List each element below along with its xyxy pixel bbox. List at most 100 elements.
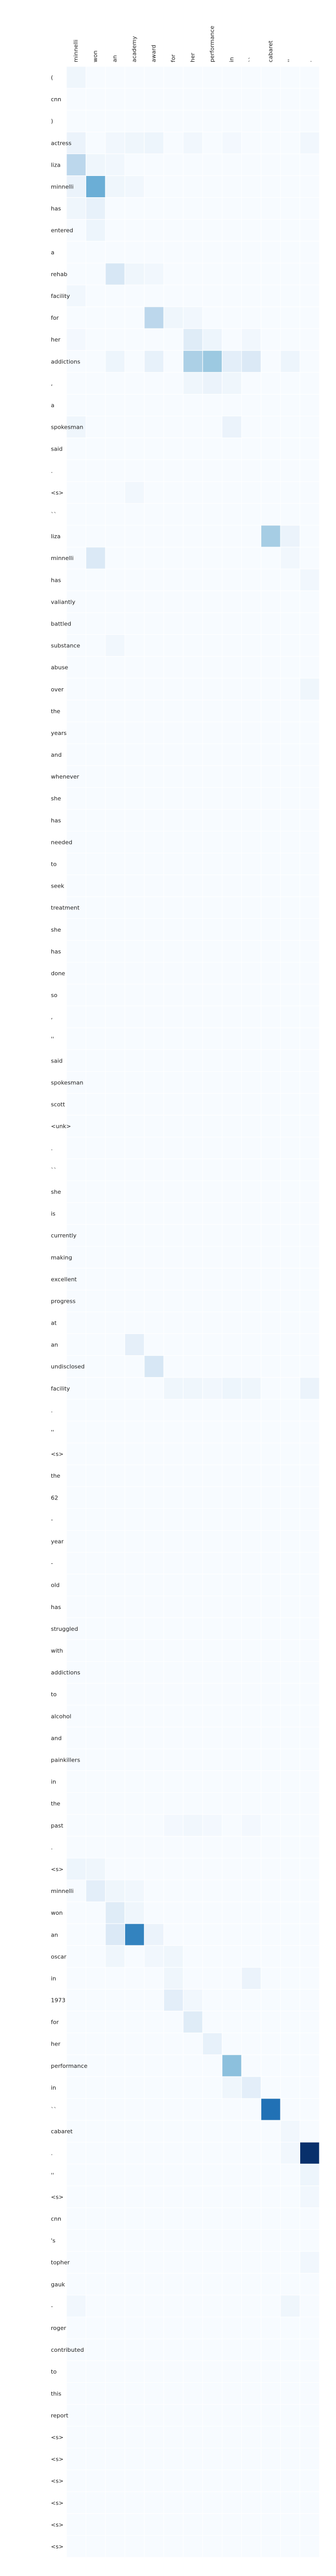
heatmap-cell (66, 656, 86, 679)
heatmap-cell (105, 1792, 125, 1815)
heatmap-cell (85, 1552, 106, 1575)
heatmap-cell (163, 875, 184, 897)
heatmap-cell (183, 2076, 203, 2099)
heatmap-cell (85, 2120, 106, 2143)
y-tick-label: 1973 (51, 1997, 65, 2004)
heatmap-cell (183, 1312, 203, 1334)
heatmap-cell (144, 1049, 164, 1072)
heatmap-cell (202, 1246, 223, 1269)
heatmap-cell (280, 2338, 301, 2361)
heatmap-cell (280, 2535, 301, 2558)
heatmap-cell (241, 2425, 262, 2449)
heatmap-cell (85, 1246, 106, 1269)
heatmap-cell (124, 1879, 145, 1902)
heatmap-cell (222, 393, 242, 417)
heatmap-cell (163, 2425, 184, 2449)
heatmap-cell (261, 1049, 281, 1072)
heatmap-cell (85, 525, 106, 548)
heatmap-cell (261, 416, 281, 439)
heatmap-cell (163, 2491, 184, 2514)
heatmap-cell (202, 2316, 223, 2339)
heatmap-cell (202, 2120, 223, 2143)
heatmap-cell (105, 1246, 125, 1269)
heatmap-cell (66, 2448, 86, 2471)
heatmap-cell (261, 918, 281, 941)
heatmap-cell (144, 2535, 164, 2558)
heatmap-cell (280, 2251, 301, 2274)
heatmap-cell (85, 2251, 106, 2274)
heatmap-cell (183, 2120, 203, 2143)
heatmap-cell (222, 1377, 242, 1400)
heatmap-cell (222, 2185, 242, 2208)
heatmap-cell (85, 1923, 106, 1946)
y-tick-label: an (51, 1931, 58, 1938)
heatmap-cell (280, 1224, 301, 1247)
y-tick-label: treatment (51, 905, 80, 911)
heatmap-cell (124, 1093, 145, 1116)
heatmap-cell (85, 284, 106, 307)
heatmap-cell (222, 1792, 242, 1815)
heatmap-cell (85, 1486, 106, 1509)
heatmap-cell (66, 503, 86, 526)
heatmap-cell (222, 1158, 242, 1181)
heatmap-cell (163, 1202, 184, 1225)
heatmap-cell (241, 2054, 262, 2077)
heatmap-cell (222, 350, 242, 373)
heatmap-cell (144, 2033, 164, 2055)
heatmap-cell (124, 2491, 145, 2514)
heatmap-cell (300, 2316, 320, 2339)
y-tick-label: '' (51, 2172, 54, 2178)
heatmap-cell (66, 2207, 86, 2230)
heatmap-cell (202, 1333, 223, 1356)
heatmap-cell (222, 1049, 242, 1072)
heatmap-cell (261, 219, 281, 242)
y-tick-label: alcohol (51, 1713, 71, 1720)
heatmap-cell (261, 1115, 281, 1138)
heatmap-cell (85, 438, 106, 460)
heatmap-cell (261, 590, 281, 613)
heatmap-cell (241, 1923, 262, 1946)
heatmap-cell (300, 2120, 320, 2143)
y-tick-label: and (51, 752, 62, 758)
heatmap-cell (144, 612, 164, 635)
heatmap-cell (280, 1246, 301, 1269)
heatmap-cell (183, 1792, 203, 1815)
heatmap-cell (202, 1027, 223, 1050)
heatmap-cell (261, 459, 281, 482)
heatmap-cell (66, 2316, 86, 2339)
heatmap-cell (261, 2011, 281, 2034)
heatmap-cell (261, 1333, 281, 1356)
heatmap-cell (124, 809, 145, 832)
heatmap-cell (124, 918, 145, 941)
heatmap-cell (163, 2142, 184, 2164)
heatmap-cell (163, 66, 184, 89)
heatmap-cell (222, 1836, 242, 1859)
heatmap-cell (261, 1967, 281, 1989)
heatmap-cell (300, 2033, 320, 2055)
heatmap-cell (280, 2098, 301, 2121)
heatmap-cell (261, 1988, 281, 2012)
heatmap-cell (124, 721, 145, 744)
y-tick-label: over (51, 686, 64, 693)
heatmap-cell (163, 241, 184, 264)
heatmap-cell (222, 962, 242, 985)
heatmap-cell (66, 2535, 86, 2558)
heatmap-cell (105, 1158, 125, 1181)
heatmap-cell (261, 1683, 281, 1706)
heatmap-cell (105, 350, 125, 373)
heatmap-cell (300, 110, 320, 132)
heatmap-cell (85, 2382, 106, 2405)
heatmap-cell (66, 1726, 86, 1749)
heatmap-cell (280, 1574, 301, 1597)
y-tick-label: cabaret (51, 2128, 73, 2135)
heatmap-cell (241, 2207, 262, 2230)
heatmap-cell (261, 2382, 281, 2405)
heatmap-cell (124, 634, 145, 657)
heatmap-cell (202, 547, 223, 569)
heatmap-cell (183, 1355, 203, 1378)
heatmap-cell (241, 1312, 262, 1334)
heatmap-cell (124, 1726, 145, 1749)
heatmap-cell (280, 590, 301, 613)
heatmap-cell (124, 1858, 145, 1880)
heatmap-cell (183, 1158, 203, 1181)
